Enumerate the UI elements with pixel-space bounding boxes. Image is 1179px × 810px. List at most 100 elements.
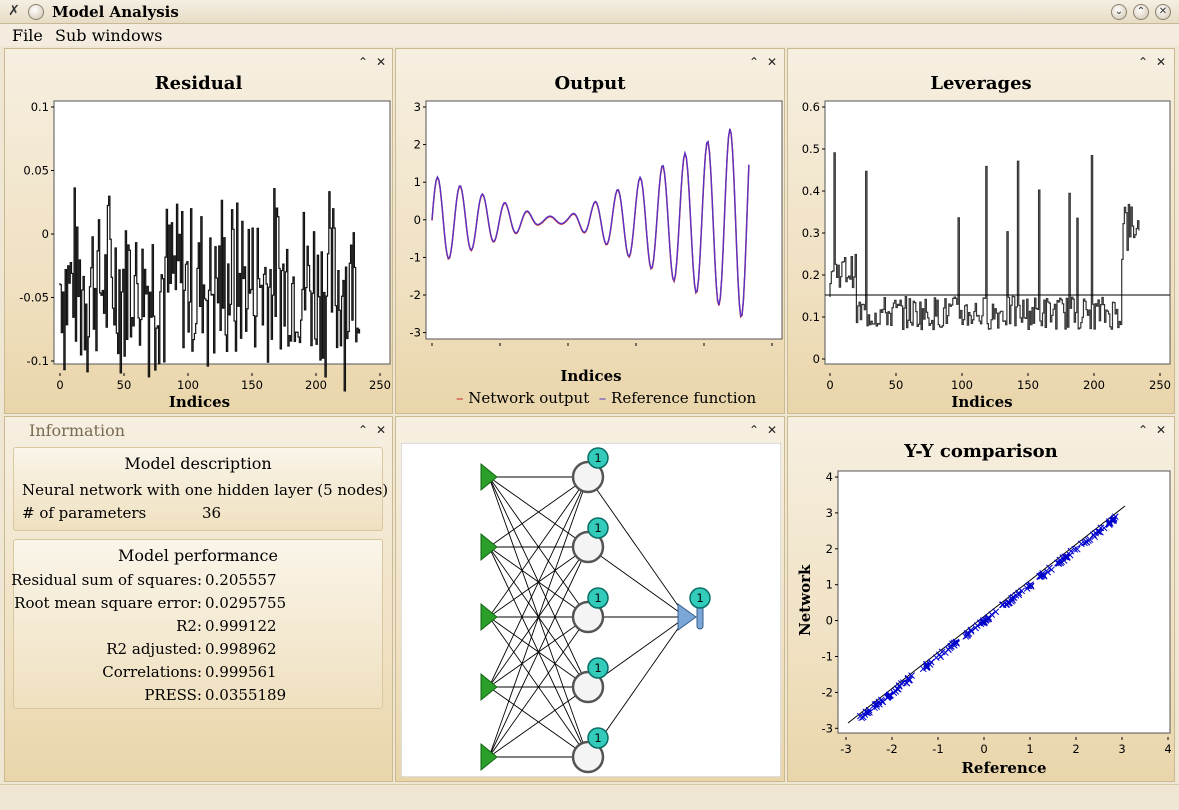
yy-point	[982, 616, 990, 624]
collapse-icon[interactable]: ⌃	[749, 423, 760, 437]
yy-fit-line	[847, 505, 1126, 724]
yy-point	[873, 703, 881, 710]
yy-point	[863, 709, 871, 716]
bias-node	[587, 657, 609, 679]
model-performance-box: Model performance	[13, 539, 383, 709]
residual-series	[59, 187, 361, 392]
yy-point	[1027, 582, 1035, 590]
yy-point	[892, 688, 900, 695]
residual-ytick: 0.05	[23, 164, 49, 178]
residual-xtick: 250	[369, 378, 391, 392]
hidden-node	[571, 460, 605, 494]
collapse-icon[interactable]: ⌃	[358, 55, 369, 69]
collapse-icon[interactable]: ⌃	[358, 423, 369, 437]
residual-panel: ⌃ ✕ Residual 0.1 0.05 0 -0.05 -0.1 0 50 100 150 2…	[4, 48, 393, 414]
yy-point	[1077, 540, 1085, 548]
residual-chart: 0.1 0.05 0 -0.05 -0.1 0 50 100 150 200 250	[19, 100, 391, 392]
yy-point	[1071, 545, 1079, 553]
close-icon[interactable]: ✕	[767, 423, 778, 437]
close-icon[interactable]: ✕	[1156, 55, 1167, 69]
bias-label: 1	[594, 661, 601, 675]
yy-ytick: -2	[822, 685, 833, 699]
legend-reference: Reference function	[611, 389, 757, 407]
yy-ytick: 0	[826, 614, 833, 628]
yy-point	[897, 680, 905, 687]
yy-xtick: -2	[886, 742, 897, 756]
leverages-xtick: 200	[1083, 378, 1105, 392]
leverages-chart: 0.6 0.5 0.4 0.3 0.2 0.1 00 50 100 150 200 250	[802, 100, 1171, 392]
yy-point	[923, 660, 930, 668]
leverages-ytick: 0	[813, 352, 820, 366]
residual-ytick: -0.1	[27, 354, 49, 368]
rmse-value: 0.0295755	[205, 594, 287, 612]
yy-xtick: 2	[1072, 742, 1079, 756]
hidden-node	[571, 600, 605, 634]
legend-network-output: Network output	[468, 389, 590, 407]
collapse-icon[interactable]: ⌃	[1138, 55, 1149, 69]
yy-point	[878, 698, 886, 705]
output-ytick: -3	[410, 326, 421, 340]
input-node	[480, 742, 498, 772]
yy-ytick: 4	[826, 470, 833, 484]
collapse-icon[interactable]: ⌃	[749, 55, 760, 69]
residual-xtick: 100	[177, 378, 199, 392]
yy-xtick: -3	[840, 742, 851, 756]
output-ytick: 3	[414, 100, 421, 114]
yy-point	[1027, 581, 1034, 588]
leverages-ytick: 0.2	[802, 268, 820, 282]
output-xlabel: Indices	[560, 367, 622, 385]
maximize-button[interactable]: ⌃	[1133, 4, 1149, 20]
yy-xtick: 4	[1164, 742, 1171, 756]
r2-value: 0.999122	[205, 617, 277, 635]
residual-xtick: 200	[305, 378, 327, 392]
yy-ytick: -1	[822, 650, 833, 664]
output-ytick: 1	[414, 175, 421, 189]
r2adj-label: R2 adjusted:	[106, 640, 202, 658]
residual-xtick: 0	[56, 378, 63, 392]
model-description-box: Model description Neural network with on…	[13, 447, 388, 531]
leverages-ytick: 0.3	[802, 226, 820, 240]
yy-point	[904, 674, 912, 682]
yy-xtick: 1	[1026, 742, 1033, 756]
menu-file[interactable]: File	[12, 26, 43, 45]
rmse-label: Root mean square error:	[14, 594, 202, 612]
yy-point	[1061, 553, 1069, 561]
status-bar	[0, 784, 1179, 810]
output-node	[677, 603, 697, 631]
close-button[interactable]: ✕	[1155, 4, 1171, 20]
close-icon[interactable]: ✕	[1156, 423, 1167, 437]
pin-icon[interactable]	[28, 4, 44, 20]
r2-label: R2:	[176, 617, 202, 635]
bias-node	[587, 447, 609, 469]
hidden-node	[571, 740, 605, 774]
yy-point	[1097, 528, 1104, 536]
yy-point	[992, 608, 1000, 616]
residual-ytick: 0	[42, 227, 49, 241]
collapse-icon[interactable]: ⌃	[1138, 423, 1149, 437]
leverages-xtick: 250	[1149, 378, 1171, 392]
title-bar: ✗ Model Analysis ⌄ ⌃ ✕	[0, 0, 1179, 24]
bias-node	[587, 727, 609, 749]
press-value: 0.0355189	[205, 686, 287, 704]
information-panel: Information ⌃ ✕ Model description Neural…	[4, 416, 393, 782]
yy-point	[1067, 547, 1075, 555]
app-icon[interactable]: ✗	[8, 3, 20, 19]
params-label: # of parameters	[22, 504, 147, 522]
close-icon[interactable]: ✕	[767, 55, 778, 69]
press-label: PRESS:	[144, 686, 202, 704]
close-icon[interactable]: ✕	[376, 55, 387, 69]
menu-sub-windows[interactable]: Sub windows	[55, 26, 163, 45]
minimize-button[interactable]: ⌄	[1111, 4, 1127, 20]
yy-point	[1010, 594, 1018, 601]
yy-point	[962, 633, 970, 640]
leverages-ytick: 0.1	[802, 310, 820, 324]
yy-xlabel: Reference	[961, 759, 1047, 777]
yy-point	[1040, 571, 1047, 579]
leverages-ytick: 0.4	[802, 184, 820, 198]
input-node	[480, 602, 498, 632]
yy-ytick: -3	[822, 721, 833, 735]
model-description-text: Neural network with one hidden layer (5 …	[22, 481, 389, 499]
close-icon[interactable]: ✕	[376, 423, 387, 437]
yy-point	[1055, 560, 1062, 567]
